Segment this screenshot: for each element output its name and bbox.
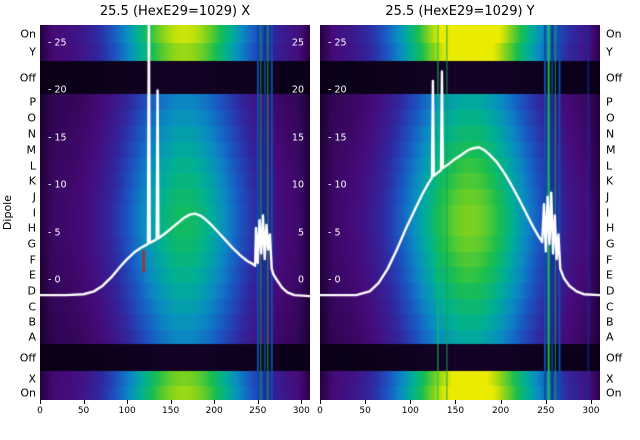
row-label-right: B [606,315,614,329]
inner-tick-label: - 10 [328,179,347,191]
x-tick-label: 250 [537,406,555,416]
inner-tick-label: - 10 [48,179,67,191]
inner-tick-label: 5 [297,227,304,239]
inner-tick-label: 25 [291,37,304,49]
x-tick-label: 250 [249,406,267,416]
row-label-right: L [606,159,613,172]
x-tick-mark [83,400,85,404]
row-label-left: On [20,386,36,400]
inner-tick-label: 15 [291,132,304,144]
row-label-left: G [27,237,36,251]
row-label-left: Off [19,351,36,364]
row-label-right: Off [606,71,623,84]
inner-tick-label: 20 [291,84,304,96]
row-label-left: L [29,159,36,172]
row-label-right: H [606,221,615,235]
x-tick-mark [500,400,502,404]
x-tick-label: 50 [77,406,90,416]
row-label-left: Off [19,71,36,84]
panel-title-x: 25.5 (HexE29=1029) X [99,4,251,19]
row-label-right: X [606,372,614,385]
row-label-right: N [606,127,615,141]
row-label-right: I [606,206,610,219]
inner-tick-label: - 20 [48,84,67,96]
row-label-right: On [606,27,622,41]
row-label-right: M [606,143,616,157]
row-label-right: E [606,268,613,282]
row-label-left: E [29,268,36,282]
row-label-left: O [27,111,36,125]
row-label-right: On [606,386,622,400]
row-label-left: P [29,95,36,109]
inner-tick-label: - 15 [328,132,347,144]
x-tick-mark [320,400,321,404]
row-label-left: Y [29,45,36,59]
row-label-left: F [29,253,36,266]
inner-tick-label: - 0 [48,274,61,286]
row-label-right: D [606,284,615,298]
x-tick-mark [257,400,259,404]
row-label-right: C [606,300,614,313]
inner-tick-label: 0 [297,274,304,286]
x-tick-mark [40,400,41,404]
inner-tick-label: - 25 [328,37,347,49]
inner-tick-label: - 25 [48,37,67,49]
row-label-left: H [27,221,36,235]
row-label-right: F [606,253,613,266]
row-label-right: A [606,330,614,344]
inner-tick-label: - 20 [328,84,347,96]
x-tick-mark [301,400,303,404]
inner-tick-label: 10 [291,179,304,191]
x-tick-label: 300 [582,406,600,416]
row-label-right: J [606,190,610,204]
row-label-left: K [28,174,36,188]
x-tick-label: 150 [446,406,465,416]
x-tick-label: 100 [118,406,136,416]
x-tick-mark [170,400,172,404]
x-tick-label: 50 [359,406,371,416]
x-tick-mark [455,400,457,404]
x-tick-label: 0 [37,406,43,416]
inner-tick-label: - 0 [328,274,341,286]
inner-tick-label: - 15 [48,132,67,144]
row-label-left: X [28,372,36,385]
x-tick-label: 100 [401,406,419,416]
x-tick-label: 150 [162,406,180,416]
inner-tick-label: - 5 [48,227,61,239]
row-label-left: B [28,315,36,329]
x-tick-mark [365,400,367,404]
row-label-left: D [27,284,36,298]
row-label-right: P [606,95,613,109]
row-label-left: M [26,143,37,157]
x-tick-label: 0 [317,406,323,416]
row-label-left: J [32,190,36,204]
heatmap-canvas-y [320,25,600,400]
row-label-right: G [606,237,615,251]
heatmap-canvas-x [40,25,310,400]
row-label-left: On [20,27,36,41]
x-tick-mark [545,400,547,404]
row-label-left: A [28,330,36,344]
row-label-left: I [32,206,36,219]
x-tick-mark [214,400,216,404]
x-tick-label: 200 [205,406,223,416]
row-label-left: N [27,127,36,141]
row-label-right: Y [606,45,613,59]
inner-tick-label: - 5 [328,227,341,239]
x-tick-mark [127,400,129,404]
x-tick-mark [590,400,592,404]
x-tick-label: 200 [492,406,510,416]
x-tick-mark [410,400,412,404]
panel-title-y: 25.5 (HexE29=1029) Y [385,4,535,19]
row-label-right: O [606,111,615,125]
row-label-right: K [606,174,614,188]
x-tick-label: 300 [292,406,310,416]
row-label-left: C [28,300,36,313]
row-label-right: Off [606,351,623,364]
